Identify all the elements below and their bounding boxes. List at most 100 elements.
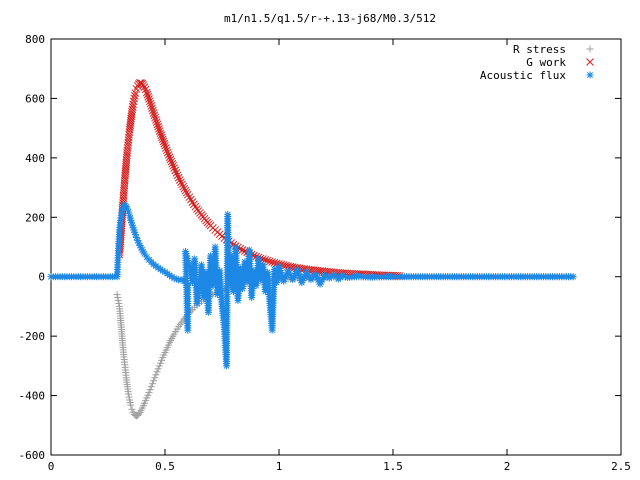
data-point bbox=[188, 198, 197, 206]
data-point bbox=[113, 291, 121, 299]
data-point bbox=[145, 95, 153, 103]
data-point bbox=[270, 258, 279, 267]
series-2 bbox=[47, 201, 577, 370]
data-point bbox=[153, 120, 162, 129]
legend-marker bbox=[586, 71, 594, 79]
y-tick-label: -400 bbox=[19, 390, 46, 403]
data-point bbox=[149, 109, 158, 117]
data-point bbox=[114, 294, 122, 302]
data-point bbox=[175, 176, 184, 184]
legend-label: G work bbox=[526, 56, 566, 69]
data-point bbox=[152, 371, 160, 379]
axes: 0 0.5 1 1.5 2 2.5 -600 -400 -200 0 200 400 600 800 bbox=[19, 33, 631, 473]
x-tick-label: 2 bbox=[504, 460, 511, 473]
data-point bbox=[165, 153, 174, 162]
legend-label: Acoustic flux bbox=[480, 69, 566, 82]
data-point bbox=[166, 155, 175, 164]
data-point bbox=[158, 133, 166, 142]
data-point bbox=[125, 390, 133, 398]
data-point bbox=[148, 106, 157, 115]
data-point bbox=[145, 97, 154, 106]
data-point bbox=[157, 131, 166, 140]
data-point bbox=[151, 113, 159, 122]
data-point bbox=[161, 141, 169, 150]
x-tick-label: 1 bbox=[276, 460, 283, 473]
data-point bbox=[238, 246, 247, 254]
data-point bbox=[240, 247, 249, 256]
data-point bbox=[569, 273, 577, 281]
data-point bbox=[173, 171, 182, 180]
data-point bbox=[156, 129, 165, 138]
data-point bbox=[191, 202, 200, 211]
data-point bbox=[145, 389, 153, 397]
x-tick-label: 0.5 bbox=[155, 460, 175, 473]
data-point bbox=[177, 178, 185, 187]
y-tick-label: -600 bbox=[19, 449, 46, 462]
data-point bbox=[160, 139, 169, 148]
legend-marker bbox=[586, 58, 594, 66]
data-point bbox=[162, 146, 171, 155]
x-tick-label: 0 bbox=[48, 460, 55, 473]
data-point bbox=[128, 405, 136, 413]
data-point bbox=[178, 180, 186, 189]
data-point bbox=[154, 122, 163, 131]
data-point bbox=[266, 257, 274, 266]
data-point bbox=[168, 159, 177, 168]
x-tick-label: 1.5 bbox=[383, 460, 403, 473]
data-point bbox=[177, 276, 185, 284]
data-point bbox=[164, 151, 173, 159]
data-point bbox=[148, 104, 156, 113]
y-tick-label: 0 bbox=[38, 271, 45, 284]
legend-label: R stress bbox=[513, 43, 566, 56]
data-point bbox=[146, 386, 154, 394]
data-point bbox=[148, 380, 156, 388]
legend-symbol bbox=[586, 71, 594, 79]
data-point bbox=[174, 173, 183, 182]
legend-marker bbox=[586, 45, 594, 53]
data-point bbox=[170, 164, 178, 172]
data-point bbox=[140, 83, 149, 91]
data-point bbox=[169, 161, 178, 170]
chart-title: m1/n1.5/q1.5/r-+.13-j68/M0.3/512 bbox=[224, 12, 436, 25]
y-tick-label: 800 bbox=[25, 33, 45, 46]
data-point bbox=[144, 92, 153, 101]
data-point bbox=[171, 166, 180, 175]
data-marks bbox=[47, 79, 577, 420]
data-point bbox=[163, 148, 172, 157]
plot-frame bbox=[50, 38, 622, 456]
legend-symbol bbox=[586, 45, 594, 53]
data-point bbox=[182, 188, 191, 197]
data-point bbox=[146, 99, 155, 108]
data-point bbox=[250, 251, 258, 260]
data-point bbox=[150, 111, 159, 120]
data-point bbox=[152, 115, 160, 124]
data-point bbox=[167, 157, 176, 166]
data-point bbox=[127, 401, 135, 409]
data-point bbox=[115, 299, 123, 307]
series-0 bbox=[113, 273, 577, 420]
series-1 bbox=[115, 79, 404, 280]
legend-symbol bbox=[586, 58, 594, 66]
data-point bbox=[179, 182, 188, 191]
data-point bbox=[181, 186, 190, 195]
y-tick-label: -200 bbox=[19, 330, 46, 343]
data-point bbox=[130, 91, 139, 100]
data-point bbox=[129, 100, 137, 109]
data-point bbox=[159, 137, 168, 146]
y-tick-label: 600 bbox=[25, 92, 45, 105]
data-point bbox=[135, 410, 143, 418]
y-tick-label: 200 bbox=[25, 211, 45, 224]
data-point bbox=[190, 200, 198, 209]
data-point bbox=[152, 118, 161, 126]
data-point bbox=[142, 88, 151, 97]
data-point bbox=[139, 81, 148, 89]
data-point bbox=[155, 124, 163, 133]
data-point bbox=[153, 368, 161, 376]
data-point bbox=[158, 135, 167, 144]
data-point bbox=[268, 258, 277, 266]
data-point bbox=[162, 144, 170, 152]
data-point bbox=[172, 169, 181, 177]
data-point bbox=[125, 393, 133, 401]
data-point bbox=[114, 296, 122, 304]
data-point bbox=[155, 127, 164, 135]
